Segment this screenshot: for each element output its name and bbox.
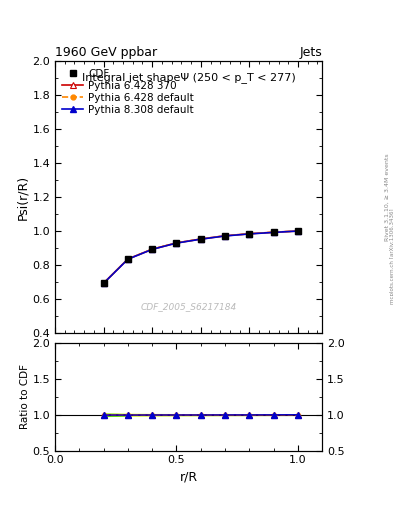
Text: 1960 GeV ppbar: 1960 GeV ppbar (55, 46, 157, 59)
Legend: CDF, Pythia 6.428 370, Pythia 6.428 default, Pythia 8.308 default: CDF, Pythia 6.428 370, Pythia 6.428 defa… (60, 67, 196, 117)
Text: mcplots.cern.ch [arXiv:1306.3436]: mcplots.cern.ch [arXiv:1306.3436] (390, 208, 393, 304)
Text: Jets: Jets (299, 46, 322, 59)
Text: Integral jet shapeΨ (250 < p_T < 277): Integral jet shapeΨ (250 < p_T < 277) (82, 72, 296, 83)
X-axis label: r/R: r/R (180, 471, 198, 484)
Y-axis label: Ratio to CDF: Ratio to CDF (20, 365, 29, 429)
Text: CDF_2005_S6217184: CDF_2005_S6217184 (141, 302, 237, 311)
Y-axis label: Psi(r/R): Psi(r/R) (17, 175, 29, 220)
Text: Rivet 3.1.10, ≥ 3.4M events: Rivet 3.1.10, ≥ 3.4M events (385, 153, 389, 241)
